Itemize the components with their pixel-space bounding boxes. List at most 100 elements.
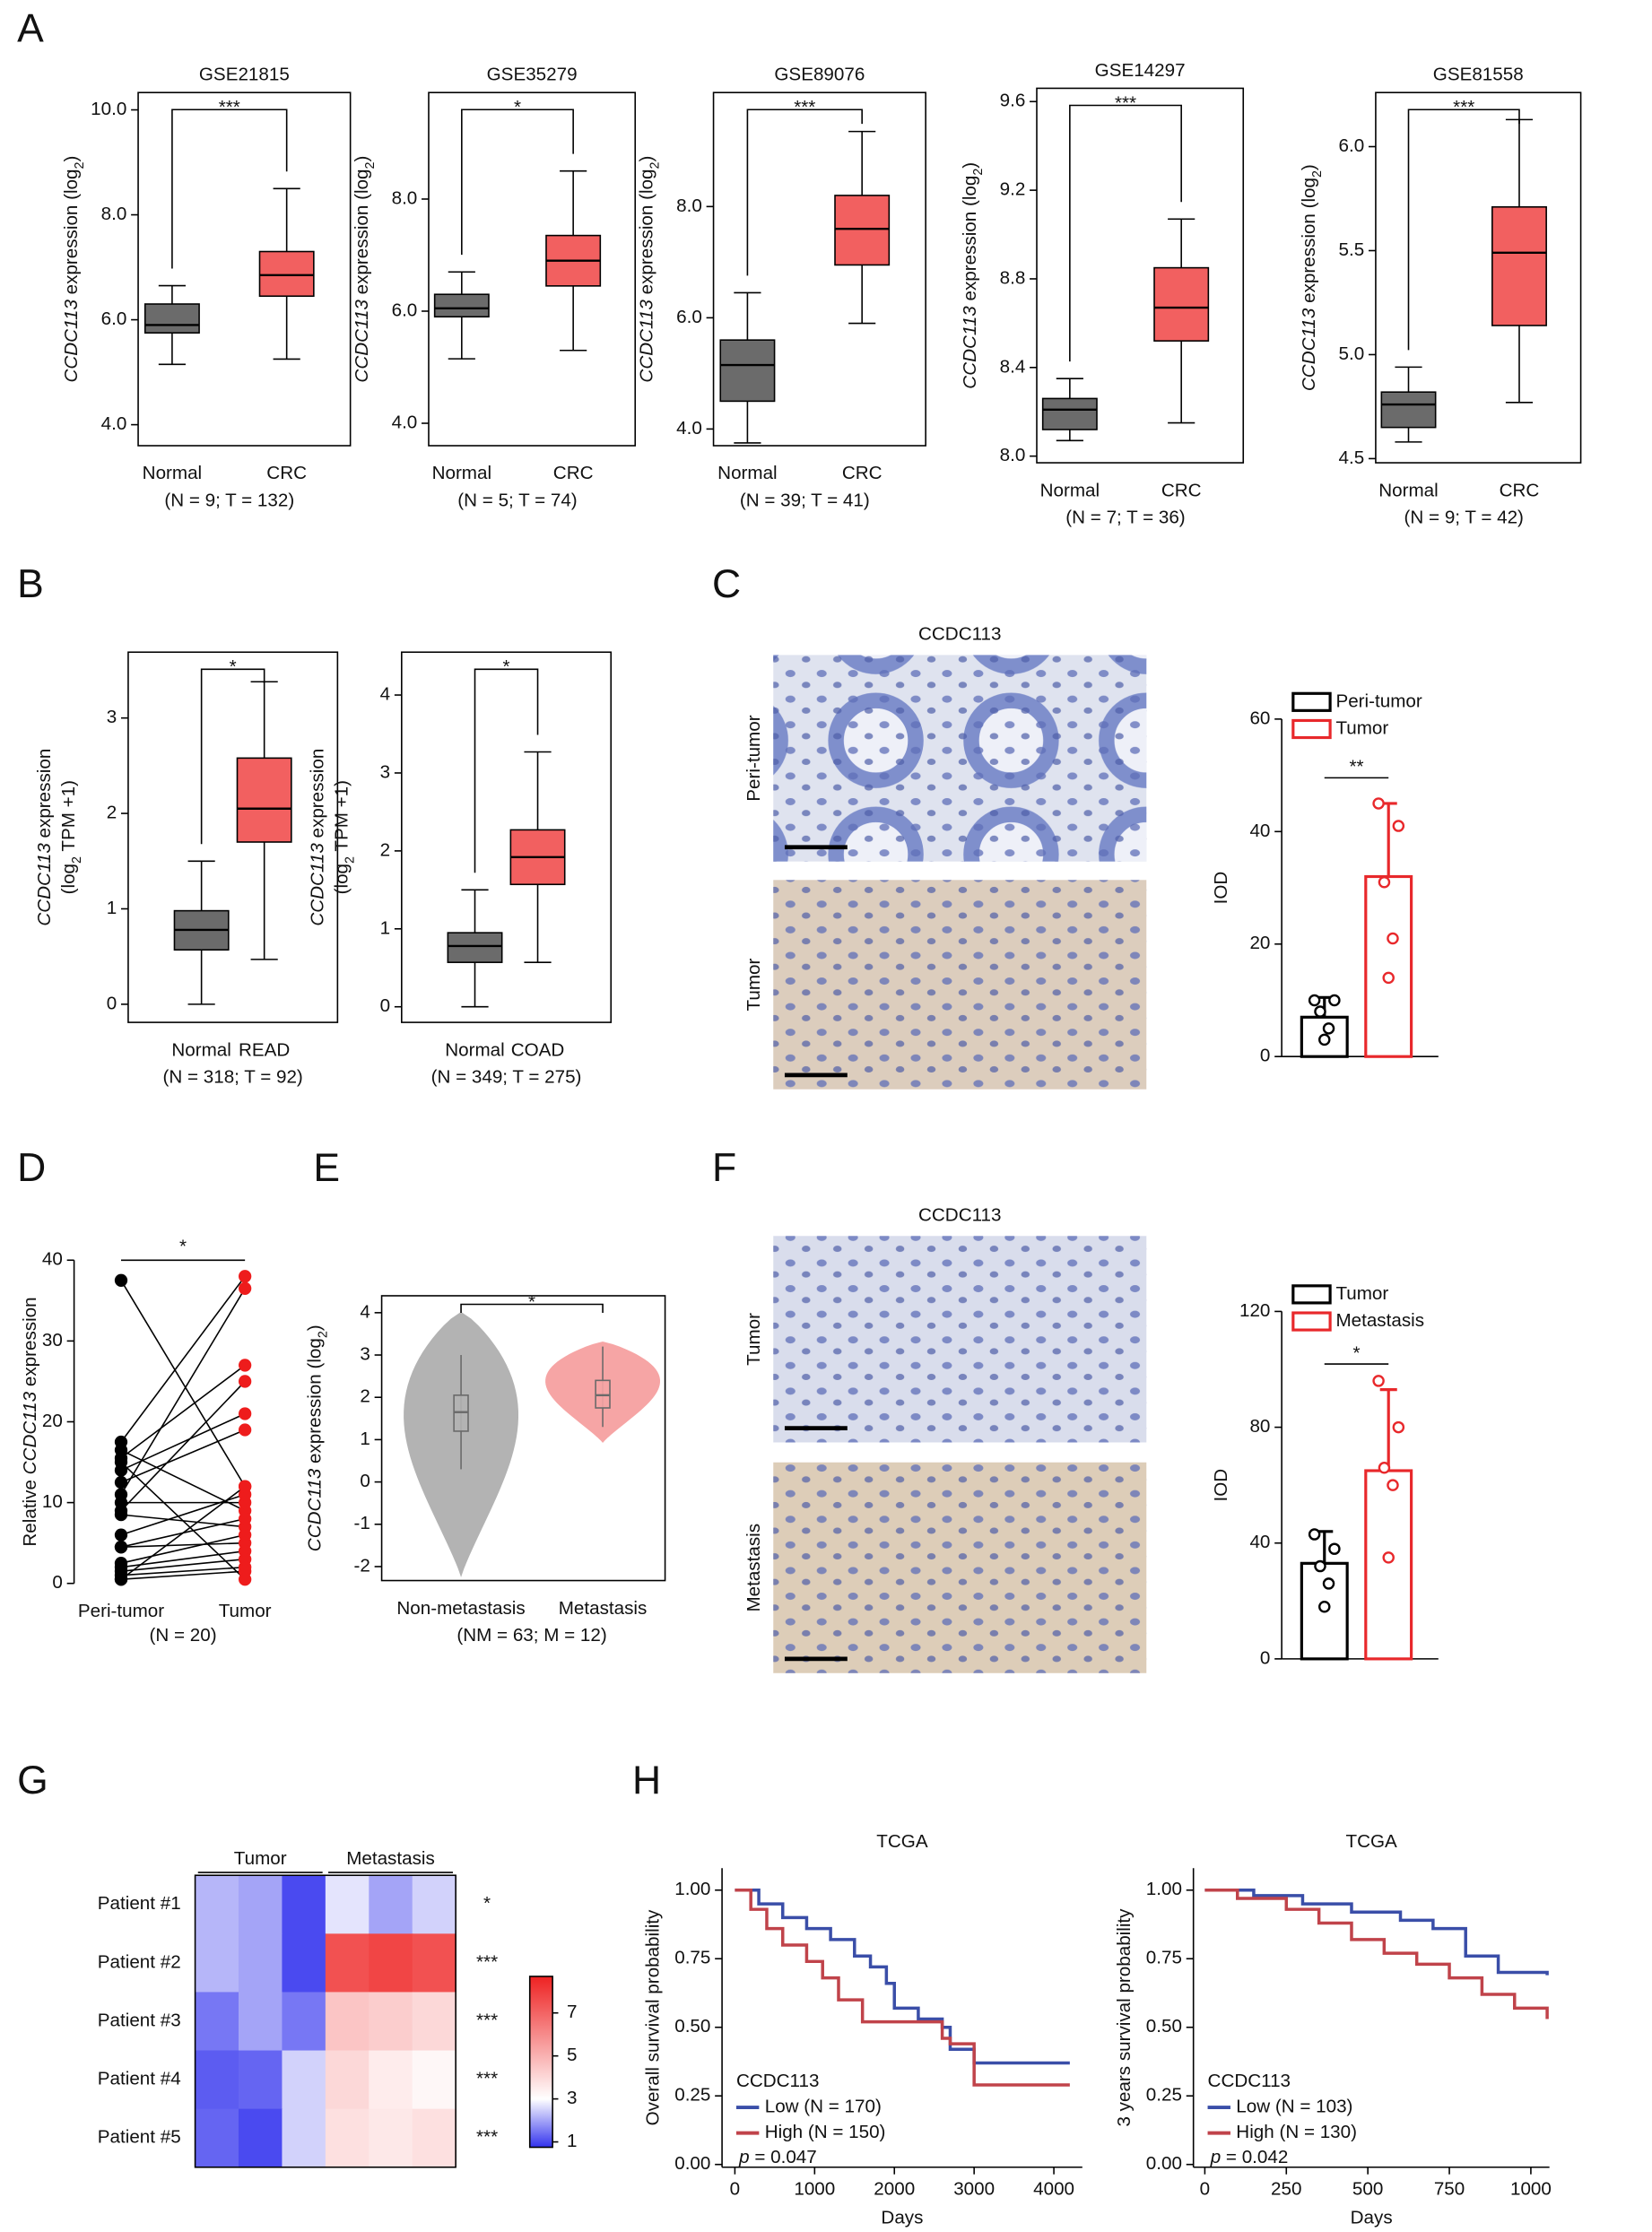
heatmap-cell xyxy=(195,1875,239,1935)
plot-frame xyxy=(1375,91,1582,464)
label-part: Relative xyxy=(20,1474,40,1546)
legend-label: Tumor xyxy=(1335,1283,1388,1304)
box xyxy=(433,293,490,318)
legend-label: Metastasis xyxy=(1335,1310,1424,1331)
chart-title: TCGA xyxy=(1346,1831,1398,1852)
data-point xyxy=(1328,994,1341,1007)
significance-bracket xyxy=(746,109,863,276)
y-axis-label: CCDC113 expression (log2) xyxy=(960,162,985,389)
heatmap-cell xyxy=(412,1875,456,1935)
label-part: TPM +1) xyxy=(332,780,352,856)
y-tick-label: 0 xyxy=(107,993,117,1013)
data-point xyxy=(114,1273,128,1287)
x-tick-label: Non-metastasis xyxy=(396,1598,525,1619)
chart-title: GSE89076 xyxy=(774,65,865,85)
significance: *** xyxy=(1115,92,1136,113)
data-point xyxy=(1392,1420,1405,1434)
plot-frame xyxy=(137,91,352,447)
plot-frame xyxy=(127,651,339,1023)
heatmap-cell xyxy=(412,1933,456,1993)
x-tick-label: 1000 xyxy=(794,2179,835,2200)
y-tick-label: 1.00 xyxy=(674,1879,710,1899)
y-tick-label: 0.50 xyxy=(674,2016,710,2037)
y-tick-label: 1 xyxy=(107,898,117,918)
chart-title: GSE81558 xyxy=(1433,65,1524,85)
label-part: expression xyxy=(308,749,328,843)
legend-label: Low (N = 170) xyxy=(765,2097,882,2117)
box xyxy=(1491,205,1547,326)
pair-line xyxy=(120,1275,246,1443)
y-axis-label: 3 years survival probability xyxy=(1114,1908,1135,2127)
y-tick-label: 20 xyxy=(1249,933,1270,953)
label-part: expression (log xyxy=(960,176,980,307)
label-part: 2 xyxy=(363,161,378,169)
chart-title: GSE14297 xyxy=(1095,60,1186,81)
data-point xyxy=(239,1573,252,1586)
x-tick-label: Normal xyxy=(171,1039,230,1060)
y-tick-label: 60 xyxy=(1249,708,1270,728)
label-part: ) xyxy=(1299,164,1319,170)
significance: *** xyxy=(476,2010,498,2030)
row-label: Patient #1 xyxy=(98,1893,181,1914)
data-point xyxy=(1308,994,1321,1007)
data-point xyxy=(114,1455,128,1469)
micrograph-nuclei xyxy=(773,880,1147,1090)
pair-line xyxy=(120,1429,246,1483)
legend-swatch xyxy=(1291,718,1332,740)
heatmap-cell xyxy=(412,2108,456,2168)
y-tick-label: 120 xyxy=(1239,1300,1270,1321)
p-value: p = 0.047 xyxy=(738,2148,817,2168)
data-point xyxy=(1308,1528,1321,1541)
plot-frame xyxy=(428,91,637,447)
data-point xyxy=(239,1423,252,1437)
data-point xyxy=(1322,1577,1335,1590)
micrograph-nuclei xyxy=(773,1462,1147,1673)
data-point xyxy=(114,1573,128,1586)
y-axis-label: CCDC113 expression (log2) xyxy=(61,156,86,383)
label-part: CCDC113 xyxy=(637,300,657,383)
box xyxy=(1380,391,1437,429)
data-point xyxy=(1378,876,1391,889)
label-part: expression (log xyxy=(305,1338,326,1469)
panel-label: A xyxy=(17,7,44,51)
y-tick-label: 1.00 xyxy=(1146,1879,1182,1899)
y-tick-label: 3 xyxy=(360,1343,370,1364)
legend-label: Tumor xyxy=(1335,717,1388,738)
label-part: = 0.047 xyxy=(750,2148,817,2168)
survival-curve xyxy=(735,1889,1070,2087)
heatmap-cell xyxy=(412,1992,456,2052)
box xyxy=(719,339,776,403)
x-axis-label: Days xyxy=(881,2207,923,2228)
label-part: 2 xyxy=(343,856,357,864)
x-tick-label: CRC xyxy=(842,463,883,483)
box xyxy=(447,932,503,963)
heatmap-cell xyxy=(239,2108,283,2168)
chart-title: GSE35279 xyxy=(487,65,578,85)
y-tick-label: 0.50 xyxy=(1146,2016,1182,2037)
label-part: CCDC113 xyxy=(352,300,372,383)
p-value: p = 0.042 xyxy=(1210,2148,1289,2168)
data-point xyxy=(1387,932,1399,945)
label-part: TPM +1) xyxy=(58,780,79,856)
heatmap-cell xyxy=(412,2050,456,2110)
pair-line xyxy=(120,1485,246,1580)
label-part: CCDC113 xyxy=(1299,308,1319,391)
data-point xyxy=(1328,1542,1341,1555)
heatmap-cell xyxy=(195,2108,239,2168)
label-part: expression (log xyxy=(61,169,82,300)
significance-bracket xyxy=(200,668,265,845)
y-tick-label: 40 xyxy=(1249,821,1270,841)
pair-line xyxy=(120,1533,246,1564)
label-part: expression xyxy=(34,749,55,843)
x-tick-label: 250 xyxy=(1271,2179,1301,2200)
plot-frame xyxy=(1036,87,1245,464)
box xyxy=(236,757,292,843)
x-tick-label: 1000 xyxy=(1510,2179,1552,2200)
x-tick-label: READ xyxy=(239,1039,290,1060)
data-point xyxy=(1382,1551,1395,1564)
panel-label: G xyxy=(17,1759,48,1802)
data-point xyxy=(239,1359,252,1372)
y-tick-label: 6.0 xyxy=(392,300,418,320)
sample-note: (N = 349; T = 275) xyxy=(431,1066,582,1087)
label-part: ) xyxy=(305,1324,326,1331)
